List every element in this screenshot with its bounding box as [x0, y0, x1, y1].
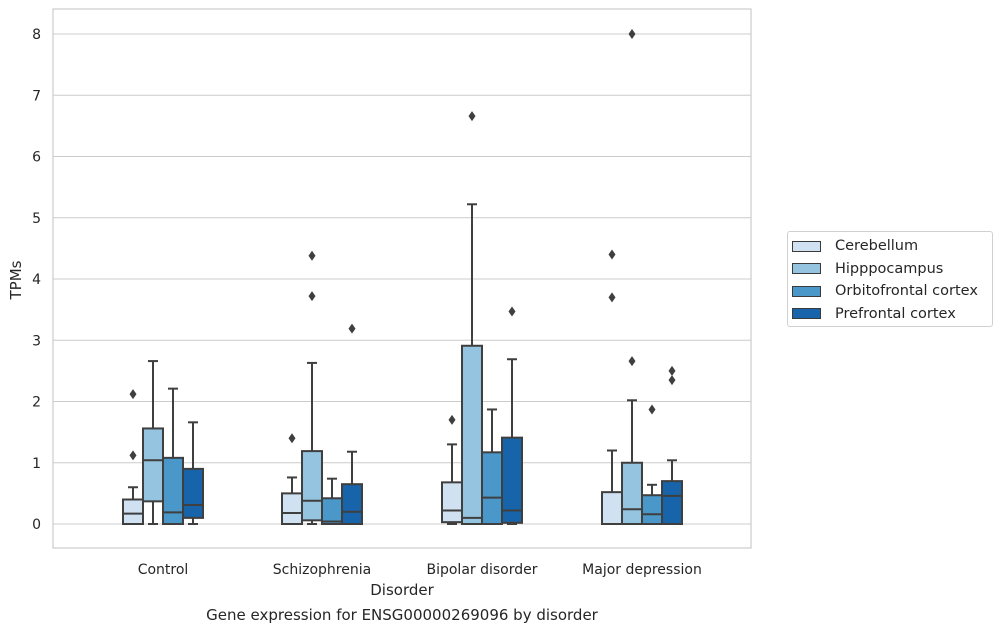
box-iqr	[661, 480, 683, 525]
x-tick-label: Schizophrenia	[273, 562, 371, 578]
plot-area-frame	[52, 8, 752, 549]
box-iqr	[601, 491, 623, 525]
y-tick-label: 2	[32, 395, 41, 411]
box-orbitofrontal-cortex	[321, 477, 343, 525]
box-orbitofrontal-cortex	[162, 387, 184, 526]
y-tick-label: 6	[32, 150, 41, 166]
chart-title: Gene expression for ENSG00000269096 by d…	[206, 606, 598, 624]
x-tick-label: Bipolar disorder	[426, 562, 537, 578]
x-tick-labels: Control Schizophrenia Bipolar disorder Majo…	[138, 562, 702, 578]
legend-swatch	[792, 308, 821, 319]
y-tick-label: 8	[32, 27, 41, 43]
outlier-marker	[608, 249, 616, 260]
box-iqr	[142, 427, 164, 503]
box-cerebellum	[601, 249, 623, 525]
box-prefrontal-cortex	[501, 306, 523, 525]
outlier-marker	[628, 356, 636, 367]
y-tick-label: 5	[32, 211, 41, 227]
legend-item: Prefrontal cortex	[792, 304, 956, 324]
box-cerebellum	[441, 414, 463, 525]
legend-label: Cerebellum	[835, 238, 919, 254]
outlier-marker	[628, 29, 636, 39]
box-iqr	[122, 498, 144, 525]
box-iqr	[321, 497, 343, 525]
box-iqr	[641, 494, 663, 525]
box-orbitofrontal-cortex	[641, 404, 663, 525]
legend-item: Cerebellum	[792, 236, 918, 256]
y-tick-label: 0	[32, 517, 41, 533]
box-hipppocampus	[621, 29, 643, 525]
outlier-marker	[608, 292, 616, 303]
y-tick-label: 4	[32, 272, 41, 288]
x-tick-label: Major depression	[582, 562, 702, 578]
box-prefrontal-cortex	[661, 365, 683, 525]
box-hipppocampus	[461, 111, 483, 526]
outlier-marker	[129, 450, 137, 461]
y-tick-label: 7	[32, 88, 41, 104]
box-iqr	[281, 492, 303, 525]
box-cerebellum	[122, 389, 144, 525]
box-prefrontal-cortex	[341, 323, 363, 525]
legend-label: Hipppocampus	[835, 260, 944, 277]
y-tick-labels: 0 1 2 3 4 5 6 7 8	[32, 27, 41, 533]
outlier-marker	[648, 404, 656, 415]
outlier-marker	[308, 291, 316, 302]
legend-swatch	[792, 263, 821, 274]
box-iqr	[162, 456, 184, 526]
box-iqr	[461, 344, 483, 526]
box-hipppocampus	[142, 360, 164, 525]
x-axis-title: Disorder	[370, 581, 434, 599]
box-iqr	[481, 451, 503, 525]
outlier-marker	[668, 375, 676, 386]
box-iqr	[621, 461, 643, 525]
outlier-marker	[508, 306, 516, 317]
outlier-marker	[468, 111, 476, 122]
y-tick-label: 3	[32, 333, 41, 349]
box-prefrontal-cortex	[182, 421, 204, 525]
y-axis-title: TPMs	[7, 260, 25, 300]
box-iqr	[441, 481, 463, 524]
outlier-marker	[348, 323, 356, 334]
box-iqr	[301, 450, 323, 522]
outlier-marker	[129, 389, 137, 400]
legend-item: Hipppocampus	[792, 259, 943, 279]
legend: Cerebellum Hipppocampus Orbitofrontal cort…	[787, 231, 993, 327]
outlier-marker	[448, 414, 456, 425]
outlier-marker	[668, 365, 676, 376]
legend-swatch	[792, 240, 821, 252]
box-orbitofrontal-cortex	[481, 408, 503, 525]
x-tick-label: Control	[138, 562, 189, 578]
box-cerebellum	[281, 433, 303, 525]
box-iqr	[182, 467, 204, 519]
legend-swatch	[792, 285, 821, 297]
box-hipppocampus	[301, 250, 323, 525]
legend-item: Orbitofrontal cortex	[792, 281, 978, 301]
legend-label: Prefrontal cortex	[835, 305, 956, 322]
outlier-marker	[308, 250, 316, 261]
box-iqr	[341, 483, 363, 525]
box-plot-series	[122, 29, 683, 526]
outlier-marker	[288, 433, 296, 444]
y-tick-label: 1	[32, 456, 41, 472]
legend-label: Orbitofrontal cortex	[835, 283, 978, 299]
box-iqr	[501, 436, 523, 524]
